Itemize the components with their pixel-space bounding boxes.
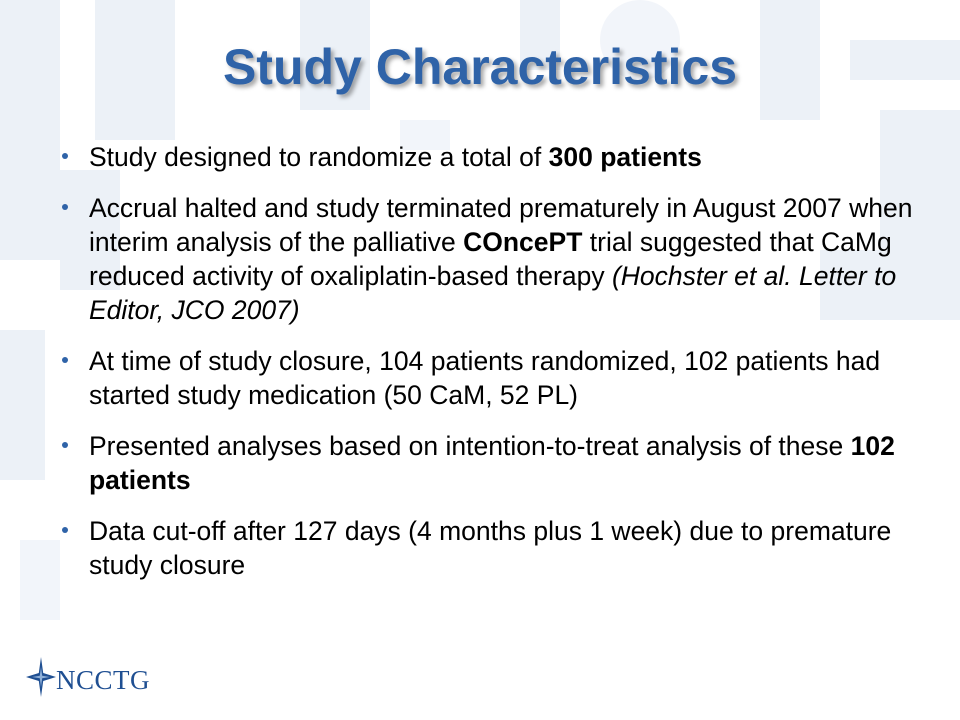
bullet-item: Accrual halted and study terminated prem… [60, 191, 930, 327]
bullet-item: At time of study closure, 104 patients r… [60, 344, 930, 412]
slide-title: Study Characteristics [222, 39, 738, 95]
bullet-list: Study designed to randomize a total of 3… [60, 140, 930, 599]
bullet-item: Presented analyses based on intention-to… [60, 429, 930, 497]
ncctg-logo: NCCTG [24, 655, 224, 703]
bullet-item: Data cut-off after 127 days (4 months pl… [60, 514, 930, 582]
bullet-text: At time of study closure, 104 patients r… [89, 346, 881, 410]
bullet-dot-icon [62, 153, 68, 159]
bullet-text: Accrual halted and study terminated prem… [89, 193, 913, 325]
bullet-text: Study designed to randomize a total of 3… [89, 142, 702, 172]
bullet-dot-icon [62, 442, 68, 448]
bullet-text: Data cut-off after 127 days (4 months pl… [89, 516, 892, 580]
bullet-dot-icon [62, 527, 68, 533]
bullet-item: Study designed to randomize a total of 3… [60, 140, 930, 174]
star-icon [26, 657, 56, 697]
bullet-text: Presented analyses based on intention-to… [89, 431, 895, 495]
logo-text: NCCTG [56, 665, 151, 695]
bullet-dot-icon [62, 357, 68, 363]
bullet-dot-icon [62, 204, 68, 210]
